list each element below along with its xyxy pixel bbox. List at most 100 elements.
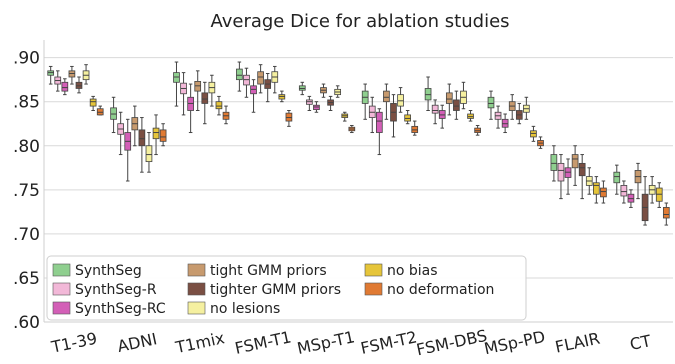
box-7-7 — [537, 136, 544, 149]
box-2-0 — [173, 61, 180, 107]
y-tick-label: .70 — [13, 225, 40, 245]
box-6-6 — [467, 110, 474, 122]
box-7-1 — [494, 105, 502, 129]
box-3-0 — [236, 61, 243, 92]
box-4-2 — [313, 101, 320, 113]
box-8-0 — [550, 145, 558, 182]
legend-item: no deformation — [364, 282, 494, 298]
box-0-6 — [89, 95, 97, 111]
legend-item: SynthSeg-R — [52, 282, 157, 298]
box-9-2 — [627, 189, 635, 208]
y-tick-label: .65 — [13, 269, 40, 289]
box-2-6 — [215, 95, 223, 116]
box-iqr — [215, 101, 223, 110]
legend-swatch — [52, 282, 71, 296]
box-7-5 — [523, 96, 530, 120]
box-4-3 — [320, 83, 327, 98]
box-4-6 — [341, 111, 349, 122]
box-0-5 — [82, 64, 90, 85]
box-iqr — [662, 207, 670, 219]
box-1-7 — [159, 123, 167, 147]
box-3-2 — [250, 79, 257, 113]
y-tick-label: .90 — [13, 49, 40, 69]
box-4-1 — [306, 95, 313, 111]
box-7-6 — [530, 125, 537, 142]
box-8-7 — [600, 180, 607, 204]
box-4-4 — [327, 95, 334, 111]
box-0-0 — [47, 65, 55, 85]
box-5-4 — [390, 94, 397, 138]
legend-label: no deformation — [387, 282, 494, 298]
box-7-4 — [515, 102, 523, 125]
box-5-0 — [361, 83, 369, 120]
box-1-6 — [152, 114, 160, 156]
box-9-3 — [634, 162, 642, 200]
box-iqr — [257, 71, 264, 85]
box-iqr — [152, 127, 160, 140]
box-9-6 — [655, 182, 663, 208]
legend-label: no lesions — [210, 301, 280, 317]
box-5-7 — [411, 120, 419, 136]
box-5-5 — [397, 87, 404, 113]
box-5-1 — [368, 96, 376, 134]
box-5-6 — [404, 110, 411, 125]
boxes — [47, 61, 670, 226]
legend-swatch — [364, 282, 383, 296]
legend-swatch — [187, 282, 206, 296]
box-iqr — [89, 98, 97, 107]
box-8-1 — [557, 154, 565, 200]
legend-label: tight GMM priors — [210, 263, 327, 279]
box-iqr — [600, 187, 607, 198]
box-3-7 — [285, 110, 293, 127]
box-6-4 — [453, 90, 460, 120]
box-8-2 — [564, 158, 572, 195]
box-iqr — [431, 104, 439, 114]
box-4-7 — [348, 124, 356, 134]
legend-swatch — [187, 263, 206, 277]
legend-item: tight GMM priors — [187, 263, 327, 279]
legend-item: no lesions — [187, 301, 280, 317]
box-4-5 — [334, 85, 342, 98]
chart-title: Average Dice for ablation studies — [210, 11, 509, 32]
box-7-3 — [508, 94, 516, 120]
box-iqr — [159, 129, 167, 142]
y-tick-label: .75 — [13, 181, 40, 201]
box-9-4 — [641, 176, 649, 226]
box-iqr — [613, 171, 621, 184]
box-1-1 — [117, 111, 124, 156]
box-9-7 — [662, 202, 670, 226]
box-1-3 — [131, 105, 139, 147]
legend-label: SynthSeg — [75, 263, 142, 279]
box-8-6 — [593, 176, 600, 204]
box-1-2 — [124, 118, 132, 182]
y-tick-label: .85 — [13, 93, 40, 113]
box-iqr — [138, 129, 146, 147]
box-6-0 — [424, 76, 432, 111]
box-iqr — [487, 96, 495, 109]
y-tick-label: .80 — [13, 137, 40, 157]
box-3-6 — [278, 90, 286, 103]
box-0-3 — [68, 65, 76, 85]
box-2-3 — [194, 70, 202, 111]
box-2-2 — [187, 83, 194, 134]
legend-item: tighter GMM priors — [187, 282, 341, 298]
box-6-2 — [438, 104, 446, 129]
box-7-0 — [487, 90, 495, 120]
box-9-0 — [613, 164, 621, 195]
legend-item: SynthSeg-RC — [52, 301, 166, 317]
box-7-2 — [501, 113, 509, 134]
box-5-2 — [375, 108, 383, 156]
x-tick-label: CT — [628, 331, 653, 354]
box-iqr — [578, 162, 586, 177]
legend: SynthSeg SynthSeg-R SynthSeg-RC tight GMM p… — [46, 255, 527, 321]
box-8-4 — [578, 154, 586, 200]
box-3-4 — [264, 72, 272, 103]
box-iqr — [593, 182, 600, 195]
legend-label: no bias — [387, 263, 438, 279]
box-6-5 — [460, 81, 467, 110]
box-0-4 — [75, 76, 83, 94]
box-iqr — [236, 68, 243, 81]
box-3-1 — [243, 67, 250, 98]
box-8-5 — [585, 167, 593, 195]
